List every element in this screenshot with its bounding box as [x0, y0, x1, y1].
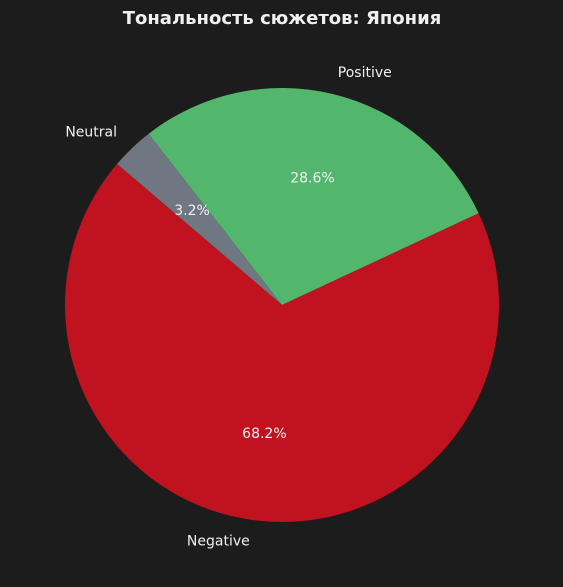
pie-slice: [148, 87, 479, 306]
value-label: 28.6%: [290, 170, 334, 186]
slice-label: Negative: [187, 534, 250, 550]
pie-slice: [64, 164, 499, 522]
slice-label: Neutral: [65, 124, 117, 140]
pie-slice: [117, 133, 282, 305]
value-label: 68.2%: [242, 426, 286, 442]
slice-label: Positive: [338, 65, 392, 81]
chart-title: Тональность сюжетов: Япония: [123, 8, 442, 29]
value-label: 3.2%: [174, 203, 210, 219]
